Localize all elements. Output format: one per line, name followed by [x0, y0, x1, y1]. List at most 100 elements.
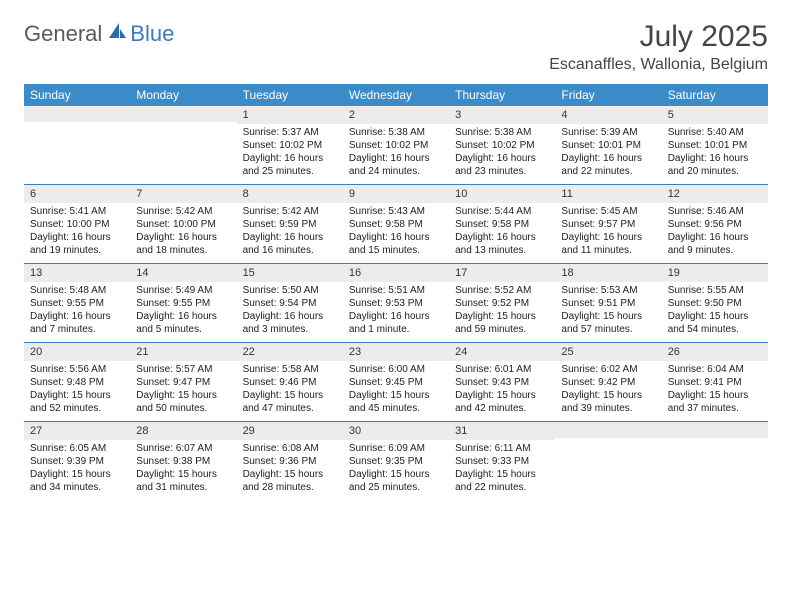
- daylight-text: Daylight: 16 hours and 3 minutes.: [243, 310, 337, 336]
- day-cell: 12Sunrise: 5:46 AMSunset: 9:56 PMDayligh…: [662, 185, 768, 263]
- day-body: Sunrise: 5:41 AMSunset: 10:00 PMDaylight…: [24, 203, 130, 261]
- day-body: Sunrise: 5:44 AMSunset: 9:58 PMDaylight:…: [449, 203, 555, 261]
- page-header: General Blue July 2025 Escanaffles, Wall…: [24, 20, 768, 74]
- sunrise-text: Sunrise: 5:40 AM: [668, 126, 762, 139]
- day-cell: 17Sunrise: 5:52 AMSunset: 9:52 PMDayligh…: [449, 264, 555, 342]
- day-cell: 1Sunrise: 5:37 AMSunset: 10:02 PMDayligh…: [237, 106, 343, 184]
- day-number: 5: [662, 106, 768, 124]
- daylight-text: Daylight: 16 hours and 25 minutes.: [243, 152, 337, 178]
- sunset-text: Sunset: 9:56 PM: [668, 218, 762, 231]
- day-body: Sunrise: 5:42 AMSunset: 10:00 PMDaylight…: [130, 203, 236, 261]
- sunrise-text: Sunrise: 5:53 AM: [561, 284, 655, 297]
- month-title: July 2025: [549, 20, 768, 54]
- day-body: [555, 438, 661, 444]
- daylight-text: Daylight: 15 hours and 47 minutes.: [243, 389, 337, 415]
- title-block: July 2025 Escanaffles, Wallonia, Belgium: [549, 20, 768, 74]
- day-number: 31: [449, 422, 555, 440]
- day-cell: 21Sunrise: 5:57 AMSunset: 9:47 PMDayligh…: [130, 343, 236, 421]
- day-number: 20: [24, 343, 130, 361]
- sunset-text: Sunset: 9:35 PM: [349, 455, 443, 468]
- day-cell: 6Sunrise: 5:41 AMSunset: 10:00 PMDayligh…: [24, 185, 130, 263]
- day-number: 30: [343, 422, 449, 440]
- sunset-text: Sunset: 9:51 PM: [561, 297, 655, 310]
- sunrise-text: Sunrise: 6:01 AM: [455, 363, 549, 376]
- sunrise-text: Sunrise: 6:00 AM: [349, 363, 443, 376]
- day-cell: 18Sunrise: 5:53 AMSunset: 9:51 PMDayligh…: [555, 264, 661, 342]
- daylight-text: Daylight: 16 hours and 24 minutes.: [349, 152, 443, 178]
- day-number: 22: [237, 343, 343, 361]
- daylight-text: Daylight: 15 hours and 28 minutes.: [243, 468, 337, 494]
- week-row: 1Sunrise: 5:37 AMSunset: 10:02 PMDayligh…: [24, 106, 768, 185]
- weeks-container: 1Sunrise: 5:37 AMSunset: 10:02 PMDayligh…: [24, 106, 768, 500]
- day-cell: 31Sunrise: 6:11 AMSunset: 9:33 PMDayligh…: [449, 422, 555, 500]
- sunrise-text: Sunrise: 5:58 AM: [243, 363, 337, 376]
- sunset-text: Sunset: 9:55 PM: [136, 297, 230, 310]
- day-body: Sunrise: 5:56 AMSunset: 9:48 PMDaylight:…: [24, 361, 130, 419]
- daylight-text: Daylight: 16 hours and 11 minutes.: [561, 231, 655, 257]
- sunset-text: Sunset: 10:00 PM: [30, 218, 124, 231]
- sunrise-text: Sunrise: 5:42 AM: [136, 205, 230, 218]
- daylight-text: Daylight: 16 hours and 18 minutes.: [136, 231, 230, 257]
- day-number: 28: [130, 422, 236, 440]
- day-body: Sunrise: 5:49 AMSunset: 9:55 PMDaylight:…: [130, 282, 236, 340]
- day-cell: 19Sunrise: 5:55 AMSunset: 9:50 PMDayligh…: [662, 264, 768, 342]
- day-cell: 3Sunrise: 5:38 AMSunset: 10:02 PMDayligh…: [449, 106, 555, 184]
- sunset-text: Sunset: 9:55 PM: [30, 297, 124, 310]
- sunset-text: Sunset: 9:45 PM: [349, 376, 443, 389]
- day-body: Sunrise: 5:45 AMSunset: 9:57 PMDaylight:…: [555, 203, 661, 261]
- sunrise-text: Sunrise: 6:11 AM: [455, 442, 549, 455]
- sunset-text: Sunset: 9:47 PM: [136, 376, 230, 389]
- day-cell: 11Sunrise: 5:45 AMSunset: 9:57 PMDayligh…: [555, 185, 661, 263]
- sunset-text: Sunset: 9:38 PM: [136, 455, 230, 468]
- sunset-text: Sunset: 10:02 PM: [243, 139, 337, 152]
- daylight-text: Daylight: 15 hours and 45 minutes.: [349, 389, 443, 415]
- day-cell: 7Sunrise: 5:42 AMSunset: 10:00 PMDayligh…: [130, 185, 236, 263]
- calendar-page: General Blue July 2025 Escanaffles, Wall…: [0, 0, 792, 520]
- daylight-text: Daylight: 16 hours and 19 minutes.: [30, 231, 124, 257]
- daylight-text: Daylight: 15 hours and 54 minutes.: [668, 310, 762, 336]
- day-number: 9: [343, 185, 449, 203]
- day-number: 17: [449, 264, 555, 282]
- day-body: Sunrise: 6:04 AMSunset: 9:41 PMDaylight:…: [662, 361, 768, 419]
- daylight-text: Daylight: 16 hours and 20 minutes.: [668, 152, 762, 178]
- sunrise-text: Sunrise: 5:39 AM: [561, 126, 655, 139]
- daylight-text: Daylight: 16 hours and 1 minute.: [349, 310, 443, 336]
- day-number: 7: [130, 185, 236, 203]
- day-body: Sunrise: 6:02 AMSunset: 9:42 PMDaylight:…: [555, 361, 661, 419]
- day-body: Sunrise: 5:43 AMSunset: 9:58 PMDaylight:…: [343, 203, 449, 261]
- day-body: [662, 438, 768, 444]
- daylight-text: Daylight: 16 hours and 15 minutes.: [349, 231, 443, 257]
- day-body: Sunrise: 5:42 AMSunset: 9:59 PMDaylight:…: [237, 203, 343, 261]
- day-body: [130, 122, 236, 128]
- day-number: 16: [343, 264, 449, 282]
- day-number: 1: [237, 106, 343, 124]
- sunset-text: Sunset: 10:02 PM: [455, 139, 549, 152]
- day-header: Wednesday: [343, 84, 449, 106]
- sunrise-text: Sunrise: 5:50 AM: [243, 284, 337, 297]
- sunset-text: Sunset: 9:39 PM: [30, 455, 124, 468]
- logo: General Blue: [24, 20, 174, 47]
- day-cell: 9Sunrise: 5:43 AMSunset: 9:58 PMDaylight…: [343, 185, 449, 263]
- daylight-text: Daylight: 15 hours and 59 minutes.: [455, 310, 549, 336]
- sunset-text: Sunset: 9:46 PM: [243, 376, 337, 389]
- day-cell: 20Sunrise: 5:56 AMSunset: 9:48 PMDayligh…: [24, 343, 130, 421]
- day-body: Sunrise: 5:52 AMSunset: 9:52 PMDaylight:…: [449, 282, 555, 340]
- week-row: 13Sunrise: 5:48 AMSunset: 9:55 PMDayligh…: [24, 264, 768, 343]
- day-body: Sunrise: 5:51 AMSunset: 9:53 PMDaylight:…: [343, 282, 449, 340]
- day-body: Sunrise: 5:38 AMSunset: 10:02 PMDaylight…: [343, 124, 449, 182]
- day-header: Thursday: [449, 84, 555, 106]
- daylight-text: Daylight: 15 hours and 39 minutes.: [561, 389, 655, 415]
- sunset-text: Sunset: 10:00 PM: [136, 218, 230, 231]
- day-number: 26: [662, 343, 768, 361]
- sunrise-text: Sunrise: 5:48 AM: [30, 284, 124, 297]
- sunset-text: Sunset: 9:50 PM: [668, 297, 762, 310]
- sunrise-text: Sunrise: 6:05 AM: [30, 442, 124, 455]
- sunrise-text: Sunrise: 5:38 AM: [455, 126, 549, 139]
- sunrise-text: Sunrise: 5:56 AM: [30, 363, 124, 376]
- sunset-text: Sunset: 9:41 PM: [668, 376, 762, 389]
- sunrise-text: Sunrise: 6:09 AM: [349, 442, 443, 455]
- sunset-text: Sunset: 9:58 PM: [455, 218, 549, 231]
- sunrise-text: Sunrise: 5:42 AM: [243, 205, 337, 218]
- daylight-text: Daylight: 16 hours and 22 minutes.: [561, 152, 655, 178]
- week-row: 20Sunrise: 5:56 AMSunset: 9:48 PMDayligh…: [24, 343, 768, 422]
